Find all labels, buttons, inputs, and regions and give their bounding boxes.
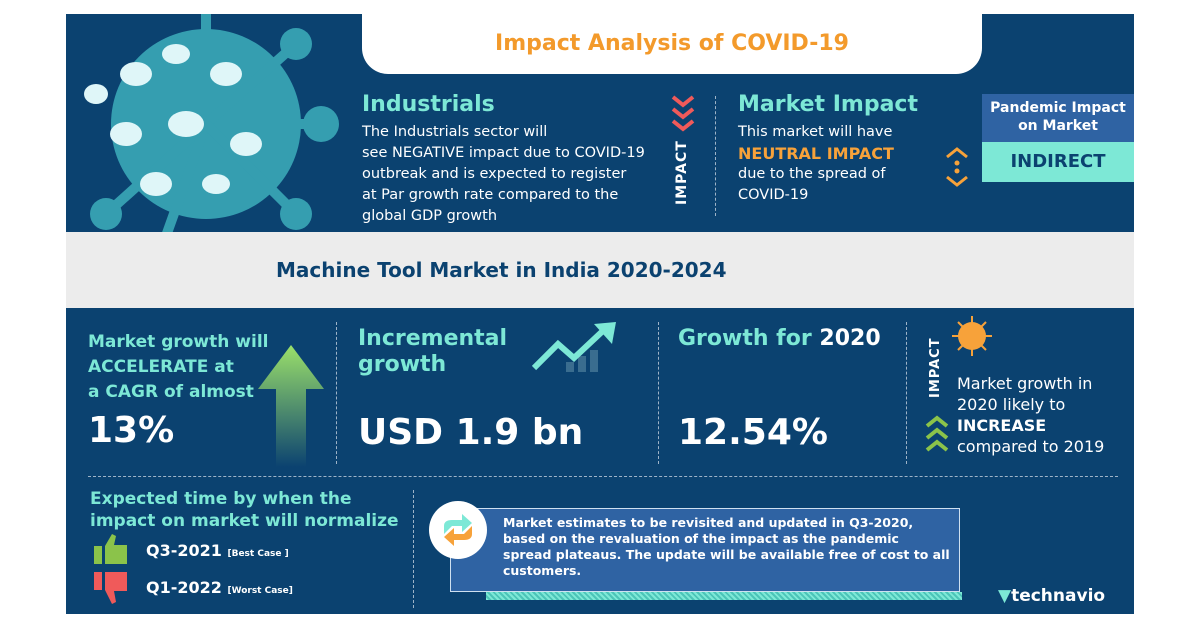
industrials-text: The Industrials sector will see NEGATIVE …: [362, 124, 645, 224]
impact-2020-text: Market growth in 2020 likely to INCREASE c…: [957, 374, 1105, 456]
note-accent: [486, 592, 962, 600]
title-band: [66, 232, 1134, 308]
best-case: Q3-2021 [Best Case ]: [146, 541, 289, 560]
growth-2020-heading: Growth for 2020: [678, 326, 881, 351]
refresh-icon: [429, 501, 487, 559]
divider: [715, 96, 716, 216]
pandemic-impact-heading: Pandemic Impact on Market: [982, 94, 1134, 142]
impact-label: IMPACT: [928, 337, 943, 398]
divider: [88, 476, 1118, 477]
up-arrow-icon: [258, 345, 324, 467]
market-title: Machine Tool Market in India 2020-2024: [276, 258, 727, 282]
chevrons-up-icon: [925, 415, 949, 452]
incremental-heading: Incremental growth: [358, 326, 508, 377]
pandemic-impact-value: INDIRECT: [982, 142, 1134, 182]
page-title: Impact Analysis of COVID-19: [362, 14, 982, 74]
impact-label: IMPACT: [674, 140, 690, 205]
trend-up-icon: [532, 322, 616, 372]
divider: [413, 490, 414, 608]
technavio-logo: ▼technavio: [998, 586, 1106, 606]
thumbs-up-icon: [94, 534, 127, 564]
note-box: Market estimates to be revisited and upd…: [450, 508, 960, 592]
market-impact-text: This market will have NEUTRAL IMPACT due…: [738, 124, 894, 203]
virus-illustration: [84, 14, 339, 280]
normalize-heading: Expected time by when the impact on marke…: [90, 489, 399, 531]
growth-2020-value: 12.54%: [678, 412, 828, 453]
virus-icon: [952, 316, 992, 356]
cagr-value: 13%: [88, 410, 175, 451]
thumbs-down-icon: [94, 572, 127, 604]
cagr-text: Market growth will ACCELERATE at a CAGR of…: [88, 332, 269, 402]
worst-case: Q1-2022 [Worst Case]: [146, 578, 293, 597]
industrials-heading: Industrials: [362, 92, 495, 117]
market-impact-heading: Market Impact: [738, 92, 918, 117]
divider: [336, 322, 337, 464]
incremental-value: USD 1.9 bn: [358, 412, 584, 453]
divider: [658, 322, 659, 464]
chevrons-down-icon: [671, 95, 695, 132]
neutral-arrows-icon: [946, 147, 968, 187]
divider: [906, 322, 907, 464]
